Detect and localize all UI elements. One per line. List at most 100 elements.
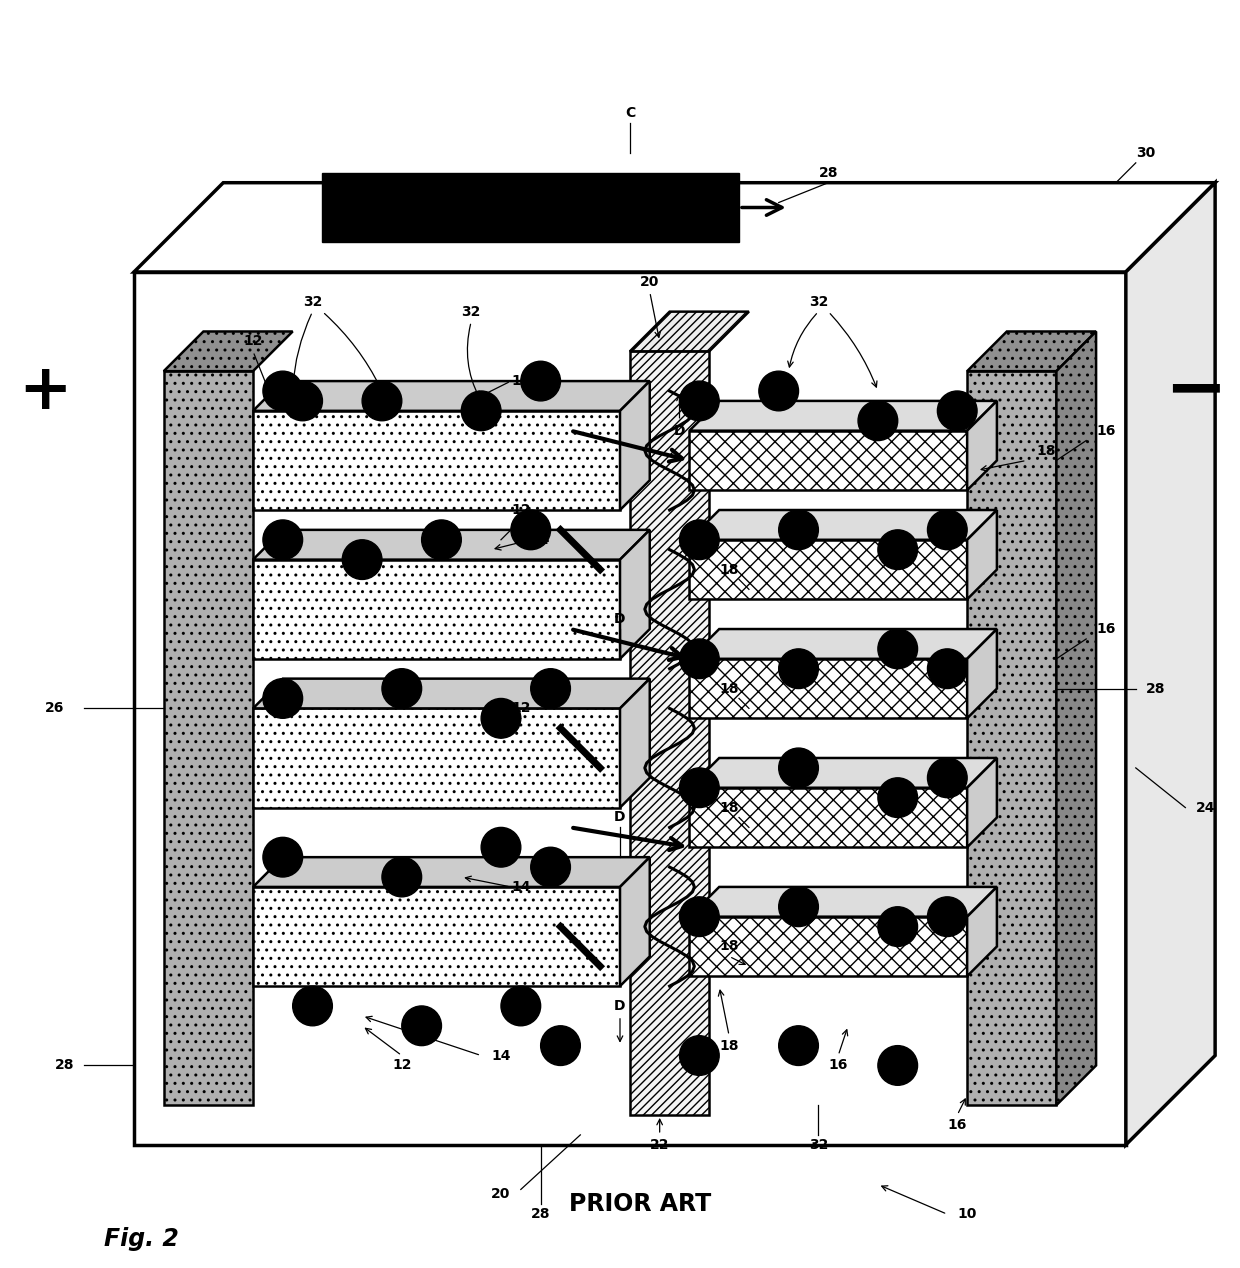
Text: D: D [614, 612, 626, 626]
Text: 10: 10 [957, 1207, 977, 1221]
Text: 20: 20 [491, 1187, 511, 1201]
Text: 14: 14 [531, 533, 551, 547]
Circle shape [928, 896, 967, 937]
Text: 18: 18 [1037, 444, 1056, 458]
Circle shape [937, 391, 977, 431]
Text: 30: 30 [1136, 146, 1156, 160]
Text: 14: 14 [511, 374, 531, 388]
Text: 28: 28 [818, 166, 838, 180]
Text: D: D [614, 999, 626, 1013]
Text: 20: 20 [640, 275, 660, 289]
Polygon shape [689, 886, 997, 917]
Circle shape [541, 1026, 580, 1065]
Circle shape [680, 639, 719, 678]
Text: 16: 16 [1096, 623, 1116, 637]
Circle shape [293, 987, 332, 1026]
Polygon shape [253, 857, 650, 886]
Text: 18: 18 [719, 940, 739, 954]
Text: Fig. 2: Fig. 2 [104, 1227, 179, 1252]
Bar [689, 431, 967, 491]
Bar [689, 917, 967, 976]
Polygon shape [620, 857, 650, 987]
Text: PRIOR ART: PRIOR ART [569, 1192, 711, 1216]
Circle shape [511, 510, 551, 550]
Text: 12: 12 [511, 701, 531, 715]
Bar [689, 540, 967, 600]
Polygon shape [967, 758, 997, 847]
Polygon shape [967, 401, 997, 491]
Polygon shape [689, 758, 997, 787]
Polygon shape [967, 331, 1096, 372]
Circle shape [779, 649, 818, 689]
Circle shape [382, 857, 422, 896]
Circle shape [928, 510, 967, 550]
Circle shape [680, 768, 719, 808]
Bar [253, 411, 620, 510]
Text: 12: 12 [392, 1059, 412, 1073]
Polygon shape [253, 382, 650, 411]
Text: 28: 28 [1146, 682, 1166, 696]
Polygon shape [689, 629, 997, 659]
Text: 22: 22 [650, 1137, 670, 1151]
Text: 32: 32 [461, 304, 481, 318]
Polygon shape [620, 530, 650, 659]
Polygon shape [253, 530, 650, 559]
Text: 32: 32 [808, 294, 828, 308]
Text: 16: 16 [1096, 424, 1116, 437]
Text: 14: 14 [511, 880, 531, 894]
Circle shape [779, 748, 818, 787]
Circle shape [263, 520, 303, 559]
Circle shape [779, 886, 818, 927]
Text: C: C [625, 107, 635, 120]
Text: −: − [1164, 355, 1226, 427]
Polygon shape [620, 678, 650, 808]
Text: +: + [17, 360, 72, 422]
Bar [689, 659, 967, 718]
Circle shape [263, 837, 303, 877]
Circle shape [928, 758, 967, 798]
Polygon shape [134, 183, 1215, 271]
Circle shape [759, 372, 799, 411]
Circle shape [858, 401, 898, 440]
Polygon shape [164, 331, 293, 372]
Bar [630, 351, 709, 1115]
Text: 14: 14 [491, 1049, 511, 1063]
Polygon shape [967, 886, 997, 976]
Bar [134, 271, 1126, 1145]
Circle shape [461, 391, 501, 431]
Circle shape [501, 987, 541, 1026]
Circle shape [481, 828, 521, 867]
Polygon shape [620, 382, 650, 510]
Circle shape [422, 520, 461, 559]
Circle shape [878, 1046, 918, 1085]
Circle shape [521, 361, 560, 401]
Circle shape [878, 530, 918, 569]
Text: 18: 18 [719, 800, 739, 814]
Circle shape [680, 1036, 719, 1075]
Circle shape [779, 510, 818, 550]
Polygon shape [1126, 183, 1215, 1145]
Circle shape [928, 649, 967, 689]
Circle shape [878, 777, 918, 818]
Text: 18: 18 [719, 563, 739, 577]
Polygon shape [1056, 331, 1096, 1106]
Polygon shape [689, 401, 997, 431]
Circle shape [680, 382, 719, 421]
Text: 12: 12 [511, 503, 531, 517]
Circle shape [263, 372, 303, 411]
Text: 26: 26 [45, 701, 64, 715]
Circle shape [531, 847, 570, 886]
Text: 12: 12 [243, 335, 263, 349]
Circle shape [362, 382, 402, 421]
Bar [689, 787, 967, 847]
Text: 16: 16 [947, 1118, 967, 1132]
Polygon shape [630, 312, 749, 351]
Text: D: D [673, 424, 686, 437]
Circle shape [680, 520, 719, 559]
Bar [253, 709, 620, 808]
Circle shape [779, 1026, 818, 1065]
Circle shape [382, 668, 422, 709]
Circle shape [531, 668, 570, 709]
Text: 18: 18 [719, 1038, 739, 1052]
Text: D: D [614, 810, 626, 824]
